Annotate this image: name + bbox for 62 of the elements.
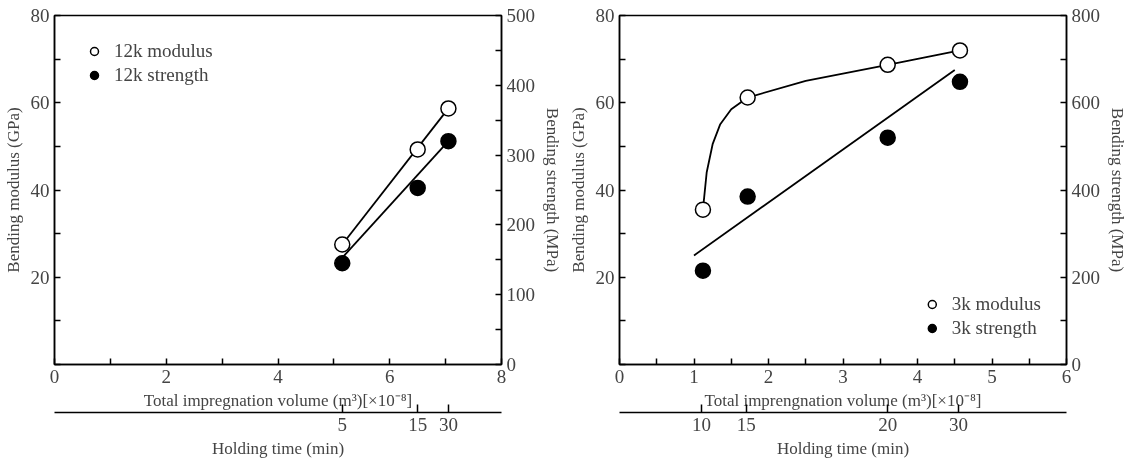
- y2-tick-label: 100: [506, 284, 535, 306]
- point: [694, 262, 712, 279]
- x-tick-label: 2: [161, 365, 171, 387]
- x-tick-label: 0: [49, 365, 60, 387]
- x-tick-label: 4: [273, 365, 284, 387]
- x-tick-label: 4: [912, 365, 923, 387]
- x-tick-label: 6: [385, 365, 395, 387]
- x2-axis-title: Holding time (min): [776, 438, 910, 458]
- y-tick-label: 40: [30, 179, 50, 201]
- y-tick-label: 60: [30, 92, 50, 114]
- y-tick-label: 60: [595, 92, 615, 114]
- x-tick-label: 3: [838, 365, 848, 387]
- x-tick-label: 5: [987, 365, 997, 387]
- x-tick-label: 2: [763, 365, 774, 387]
- point: [409, 141, 426, 158]
- point: [879, 129, 896, 146]
- legend-label: 12k modulus: [114, 40, 213, 62]
- y-tick-label: 80: [30, 5, 50, 26]
- point: [951, 42, 969, 59]
- point: [879, 56, 896, 74]
- point: [739, 89, 756, 106]
- point: [334, 236, 351, 253]
- x-tick-label: 6: [1061, 365, 1072, 387]
- y-axis-title: Bending modulus (GPa): [568, 107, 588, 273]
- point: [334, 255, 351, 272]
- y2-axis-title: Bending strength (MPa): [543, 107, 562, 273]
- point: [739, 188, 756, 205]
- y-tick-label: 80: [595, 5, 615, 26]
- y2-tick-label: 300: [506, 144, 535, 166]
- y-tick-label: 40: [595, 179, 615, 201]
- point: [694, 201, 712, 218]
- annotation: 30: [948, 413, 968, 435]
- y2-tick-label: 800: [1071, 5, 1100, 26]
- x-axis-title: Total impregnation volume (m³)[×10⁻⁸]: [143, 390, 413, 410]
- annotation: 15: [736, 413, 756, 435]
- y-tick-label: 20: [595, 266, 615, 288]
- x-tick-label: 0: [614, 365, 625, 387]
- point: [409, 179, 426, 197]
- y2-tick-label: 400: [506, 74, 535, 96]
- x-axis-title: Total imprengnation volume (m³)[×10⁻⁸]: [704, 390, 982, 410]
- legend-label: 12k strength: [114, 64, 209, 86]
- annotation: 10: [691, 413, 711, 435]
- point: [951, 73, 969, 91]
- y2-axis-title: Bending strength (MPa): [1108, 107, 1127, 273]
- legend-label: 3k modulus: [951, 293, 1041, 315]
- y2-tick-label: 400: [1071, 179, 1100, 201]
- y-tick-label: 20: [30, 266, 50, 288]
- x-tick-label: 8: [496, 365, 507, 387]
- annotation: 5: [337, 413, 348, 435]
- annotation: 20: [878, 413, 898, 435]
- annotation: 15: [408, 413, 428, 435]
- annotation: 30: [438, 413, 458, 435]
- y2-tick-label: 600: [1071, 92, 1100, 114]
- y-axis-title: Bending modulus (GPa): [3, 107, 23, 273]
- x-tick-label: 1: [689, 365, 699, 387]
- point: [440, 100, 457, 117]
- y2-tick-label: 200: [506, 214, 535, 236]
- legend-label: 3k strength: [951, 317, 1037, 339]
- x2-axis-title: Holding time (min): [211, 438, 345, 458]
- y2-tick-label: 200: [1071, 266, 1100, 288]
- y2-tick-label: 500: [506, 5, 535, 26]
- point: [440, 132, 457, 150]
